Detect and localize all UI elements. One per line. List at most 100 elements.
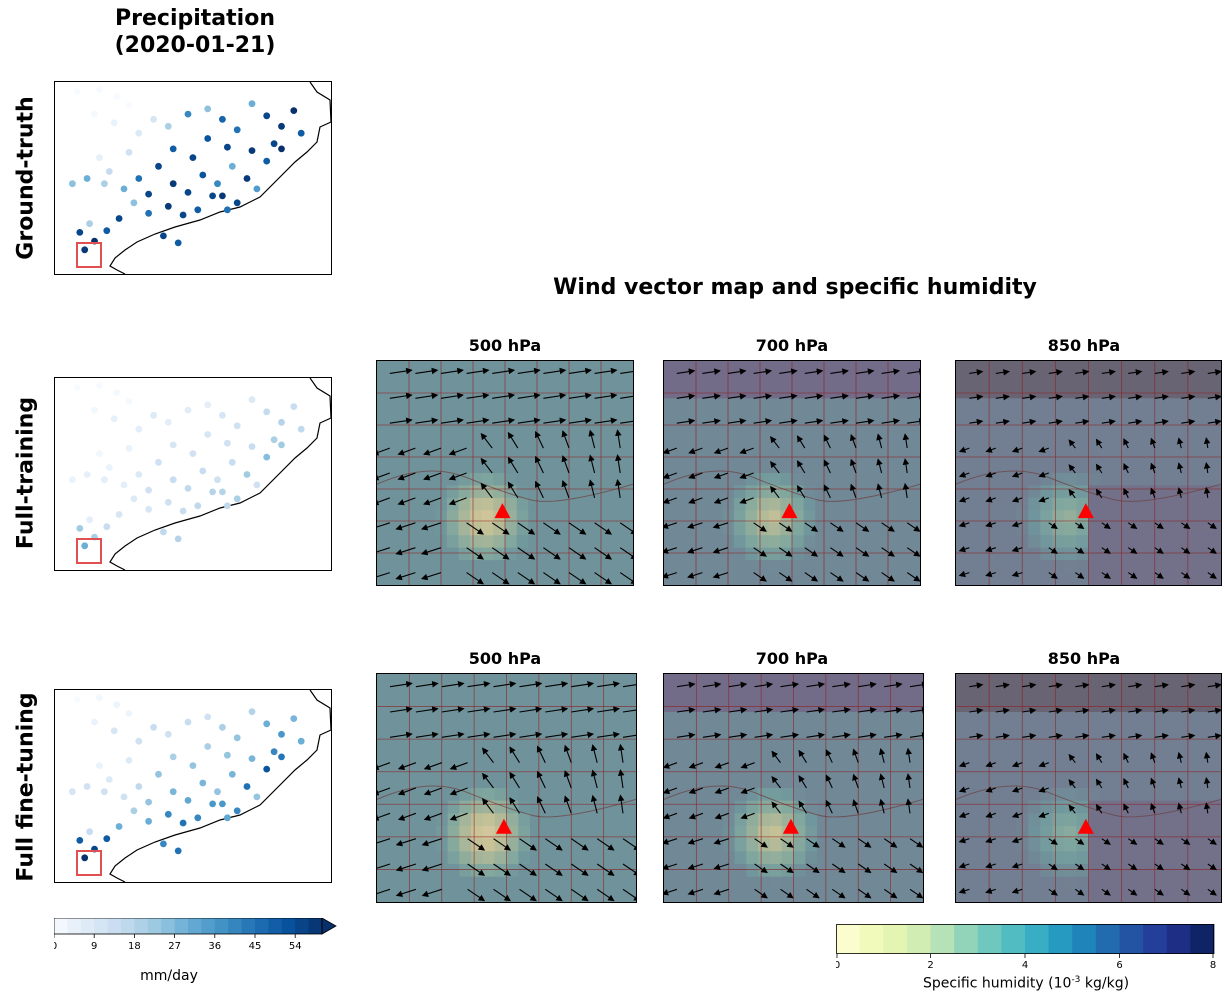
station-point [69,788,76,796]
station-point [204,713,212,721]
wind-arrow [881,547,895,557]
station-point [73,88,81,95]
wind-arrow [969,732,984,740]
wind-arrow [563,744,572,763]
wind-arrow [1011,786,1023,793]
wind-arrow [1011,761,1023,768]
wind-arrow [1095,463,1103,474]
wind-arrow [676,418,696,425]
wind-arrow [1154,418,1169,426]
wind-arrow [995,418,1010,426]
wind-arrow [467,680,491,688]
wind-arrow [1101,863,1111,871]
wind-arrow [1011,496,1023,503]
wind-arrow [594,367,618,375]
station-point [155,458,162,466]
colorbar-tick-label: 54 [289,941,302,952]
wind-arrow [619,572,633,585]
precip-map-full-fine-tuning [69,690,331,882]
precip-map-full-training [69,378,331,570]
wind-arrow [825,774,833,789]
wind-arrow [590,769,598,789]
wind-arrow [664,472,677,480]
wind-arrow [855,547,870,557]
wind-arrow [594,417,618,424]
wind-arrow [1095,438,1103,449]
station-point [278,753,285,761]
colorbar-segment [121,918,135,934]
wind-arrow [545,680,569,688]
wind-arrow [804,418,824,425]
station-point [135,129,143,137]
station-point [179,211,187,219]
wind-arrow [780,888,794,899]
wind-arrow [620,370,633,374]
wind-arrow [440,392,464,400]
wind-arrow [466,547,485,560]
colorbar-segment [1166,924,1191,954]
wind-arrow [561,479,570,499]
station-point [263,765,271,773]
station-point [248,443,256,450]
station-point [219,115,226,123]
station-point [214,180,221,188]
wind-arrow [712,572,729,579]
row-label-full-fine-tuning: Full fine-tuning [13,692,39,882]
colorbar-frame [836,924,1214,954]
wind-arrow [415,417,439,424]
station-point [125,398,133,405]
wind-arrow [1150,752,1157,763]
wind-arrow [1011,545,1023,553]
wind-arrow [884,732,903,739]
wind-arrow [852,748,859,763]
station-point [233,734,241,742]
station-point [86,828,93,836]
station-point [164,122,172,130]
wind-arrow [753,393,773,400]
humidity-label-exp: -3 [1071,975,1081,985]
wind-arrow [1074,522,1085,530]
wind-arrow [1207,707,1221,715]
station-point [278,145,285,153]
station-point [125,102,133,109]
wind-arrow [779,418,798,425]
colorbar-segment [54,918,68,934]
wind-arrow [389,680,413,688]
wind-arrow [493,888,512,902]
wind-arrow [1101,732,1116,740]
colorbar-segment [281,918,296,934]
wind-map-r2-700 [664,674,923,902]
station-point [219,800,226,808]
wind-arrow [778,547,793,557]
wind-arrow [544,888,563,902]
wind-arrow [1154,369,1169,376]
precip-title-line2: (2020-01-21) [114,33,276,58]
wind-arrow [881,393,901,400]
wind-arrow [466,367,490,375]
wind-arrow [420,522,442,531]
precip-colorbar: 0 9 18 27 36 45 54 [51,917,344,958]
wind-arrow [617,743,625,763]
wind-arrow [881,522,895,532]
wind-map-r1-700 [664,361,920,585]
wind-arrow [958,545,970,553]
wind-arrow [1101,369,1116,376]
station-point [263,408,271,416]
wind-arrow [415,367,439,375]
wind-arrow [688,787,704,795]
wind-arrow [702,706,722,714]
station-point [69,180,76,188]
station-point [145,190,152,198]
station-point [174,239,182,247]
wind-arrow [798,800,807,814]
station-point [105,464,113,471]
wind-arrow [1180,522,1191,530]
highlight-box [76,850,102,876]
wind-arrow [594,522,613,535]
wind-arrow [1038,446,1049,453]
wind-arrow [832,732,851,739]
station-point [209,488,217,496]
level-title-r1-500: 500 hPa [468,336,542,355]
wind-arrow [780,706,800,714]
wind-arrow [568,522,587,535]
